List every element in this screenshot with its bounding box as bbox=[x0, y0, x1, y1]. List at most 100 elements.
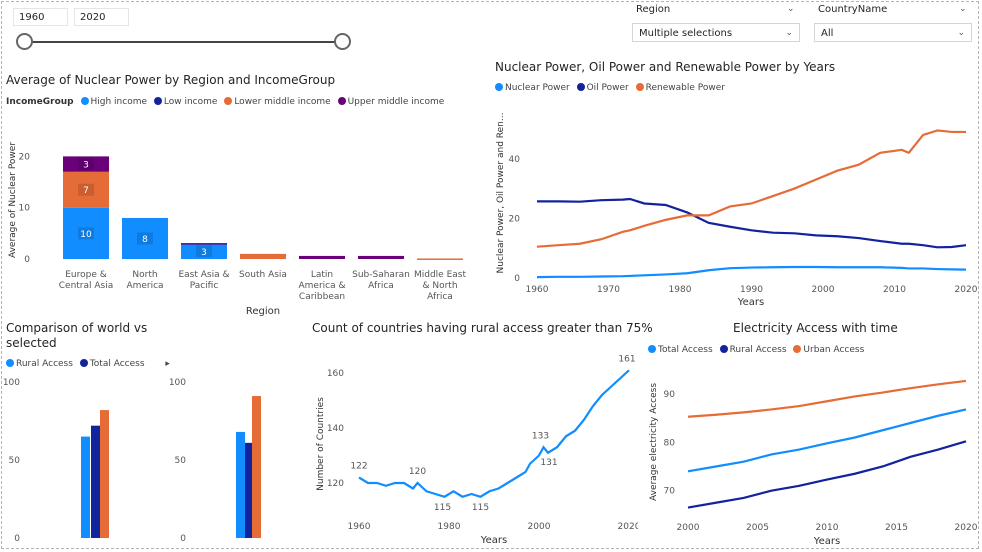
year-slider-end-handle[interactable] bbox=[334, 33, 351, 50]
data-label: 133 bbox=[532, 431, 549, 441]
legend-item-low-income[interactable]: Low income bbox=[150, 97, 217, 107]
bar-segment bbox=[122, 217, 168, 259]
bar-segment bbox=[63, 171, 109, 208]
x-tick-label: 2020 bbox=[955, 523, 978, 533]
year-slider-track[interactable] bbox=[24, 41, 342, 43]
chevron-down-icon: ⌄ bbox=[785, 28, 793, 38]
chart5-svg[interactable]: 70 80 90 2000 2005 2010 2015 2020 Years Average e… bbox=[640, 358, 978, 550]
x-axis-title: Years bbox=[737, 297, 764, 308]
x-tick-label: 1960 bbox=[526, 285, 549, 295]
chart3-svg[interactable]: 0 50 100 0 50 100 bbox=[0, 372, 300, 550]
x-tick-label: America bbox=[126, 281, 163, 291]
legend-item-oil-power[interactable]: Oil Power bbox=[573, 83, 629, 93]
y-tick-label: 90 bbox=[664, 390, 676, 400]
legend-item-high-income[interactable]: High income bbox=[77, 97, 147, 107]
chart4-title: Count of countries having rural access g… bbox=[312, 321, 653, 335]
y-tick-label: 120 bbox=[327, 479, 344, 489]
series-line-urban-access bbox=[687, 379, 967, 418]
year-end-input[interactable]: 2020 bbox=[74, 8, 129, 26]
data-label: 7 bbox=[83, 186, 89, 196]
series-line-rural-access bbox=[687, 440, 967, 509]
x-tick-label: Sub-Saharan bbox=[352, 270, 410, 280]
y-axis-title: Average of Nuclear Power bbox=[8, 142, 18, 258]
bar-segment bbox=[417, 258, 463, 260]
x-tick-label: 2005 bbox=[746, 523, 769, 533]
bar-urban-access bbox=[100, 410, 109, 538]
bar-segment bbox=[299, 255, 345, 259]
data-label: 3 bbox=[83, 161, 89, 171]
y-tick-label: 50 bbox=[175, 456, 187, 466]
x-tick-label: North bbox=[132, 270, 157, 280]
y-tick-label: 20 bbox=[509, 214, 521, 224]
y-tick-label: 0 bbox=[180, 534, 186, 544]
series-line-count bbox=[358, 369, 630, 498]
bar-rural-access bbox=[81, 436, 90, 538]
chart5-title: Electricity Access with time bbox=[733, 321, 898, 335]
bar-total-access bbox=[91, 425, 100, 538]
year-slider-start-handle[interactable] bbox=[16, 33, 33, 50]
x-tick-label: 1980 bbox=[438, 522, 461, 532]
year-start-input[interactable]: 1960 bbox=[13, 8, 68, 26]
x-tick-label: 2010 bbox=[883, 285, 906, 295]
data-label: 161 bbox=[618, 354, 635, 364]
legend-item-rural-access[interactable]: Rural Access bbox=[716, 345, 787, 355]
legend-item-renewable-power[interactable]: Renewable Power bbox=[632, 83, 725, 93]
region-dropdown[interactable]: Multiple selections ⌄ bbox=[632, 23, 800, 42]
region-collapse-chevron-icon[interactable]: ⌄ bbox=[787, 4, 795, 14]
chart4-svg[interactable]: 120 140 160 1960 1980 2000 2020 Years Number of … bbox=[308, 340, 638, 550]
y-tick-label: 70 bbox=[664, 487, 676, 497]
x-tick-label: Caribbean bbox=[299, 292, 345, 302]
chart2-svg[interactable]: 0 20 40 1960 1970 1980 1990 2000 2010 2020 Years Nu… bbox=[490, 95, 978, 315]
x-tick-label: 1960 bbox=[348, 522, 371, 532]
chart1-legend: IncomeGroup High income Low income Lower… bbox=[6, 97, 444, 107]
data-label: 8 bbox=[142, 235, 148, 245]
bar-segment bbox=[63, 156, 109, 172]
country-collapse-chevron-icon[interactable]: ⌄ bbox=[959, 4, 967, 14]
legend-item-total-access[interactable]: Total Access bbox=[76, 359, 145, 369]
x-tick-label: 1990 bbox=[740, 285, 763, 295]
data-label: 122 bbox=[350, 462, 367, 472]
x-tick-label: Africa bbox=[427, 292, 453, 302]
legend-item-upper-middle-income[interactable]: Upper middle income bbox=[334, 97, 444, 107]
y-tick-label: 100 bbox=[169, 378, 186, 388]
y-tick-label: 140 bbox=[327, 424, 344, 434]
chart5-legend: Total Access Rural Access Urban Access bbox=[648, 345, 864, 355]
x-tick-label: Africa bbox=[368, 281, 394, 291]
series-line-total-access bbox=[687, 408, 967, 473]
x-tick-label: & North bbox=[422, 281, 457, 291]
bar-segment bbox=[63, 207, 109, 259]
country-dropdown[interactable]: All ⌄ bbox=[814, 23, 972, 42]
data-label-bg bbox=[78, 158, 94, 171]
legend-more-caret-right-icon[interactable]: ▸ bbox=[165, 359, 170, 369]
data-label: 10 bbox=[80, 230, 92, 240]
data-label-bg bbox=[78, 183, 94, 196]
data-label-bg bbox=[196, 245, 212, 258]
region-dropdown-value: Multiple selections bbox=[639, 28, 733, 39]
x-tick-label: 2000 bbox=[528, 522, 551, 532]
y-tick-label: 0 bbox=[24, 255, 30, 265]
y-tick-label: 160 bbox=[327, 369, 344, 379]
y-axis-title: Number of Countries bbox=[316, 397, 326, 491]
x-axis-title: Years bbox=[480, 535, 507, 546]
chart3-legend: Rural Access Total Access ▸ bbox=[6, 359, 170, 369]
x-tick-label: 2010 bbox=[816, 523, 839, 533]
x-tick-label: 1980 bbox=[669, 285, 692, 295]
legend-item-rural-access[interactable]: Rural Access bbox=[6, 359, 73, 369]
legend-item-urban-access[interactable]: Urban Access bbox=[789, 345, 864, 355]
x-tick-label: Latin bbox=[311, 270, 333, 280]
chart1-title: Average of Nuclear Power by Region and I… bbox=[6, 73, 336, 87]
x-tick-label: 2020 bbox=[618, 522, 638, 532]
data-label: 115 bbox=[472, 503, 489, 513]
data-label: 131 bbox=[540, 458, 557, 468]
x-axis-title: Years bbox=[813, 536, 840, 547]
x-tick-label: 2015 bbox=[885, 523, 908, 533]
x-tick-label: 2000 bbox=[677, 523, 700, 533]
legend-item-nuclear-power[interactable]: Nuclear Power bbox=[495, 83, 570, 93]
legend-item-lower-middle-income[interactable]: Lower middle income bbox=[220, 97, 331, 107]
x-tick-label: East Asia & bbox=[178, 270, 229, 280]
bar-segment bbox=[358, 255, 404, 259]
legend-item-total-access[interactable]: Total Access bbox=[648, 345, 713, 355]
data-label-bg bbox=[137, 232, 153, 245]
